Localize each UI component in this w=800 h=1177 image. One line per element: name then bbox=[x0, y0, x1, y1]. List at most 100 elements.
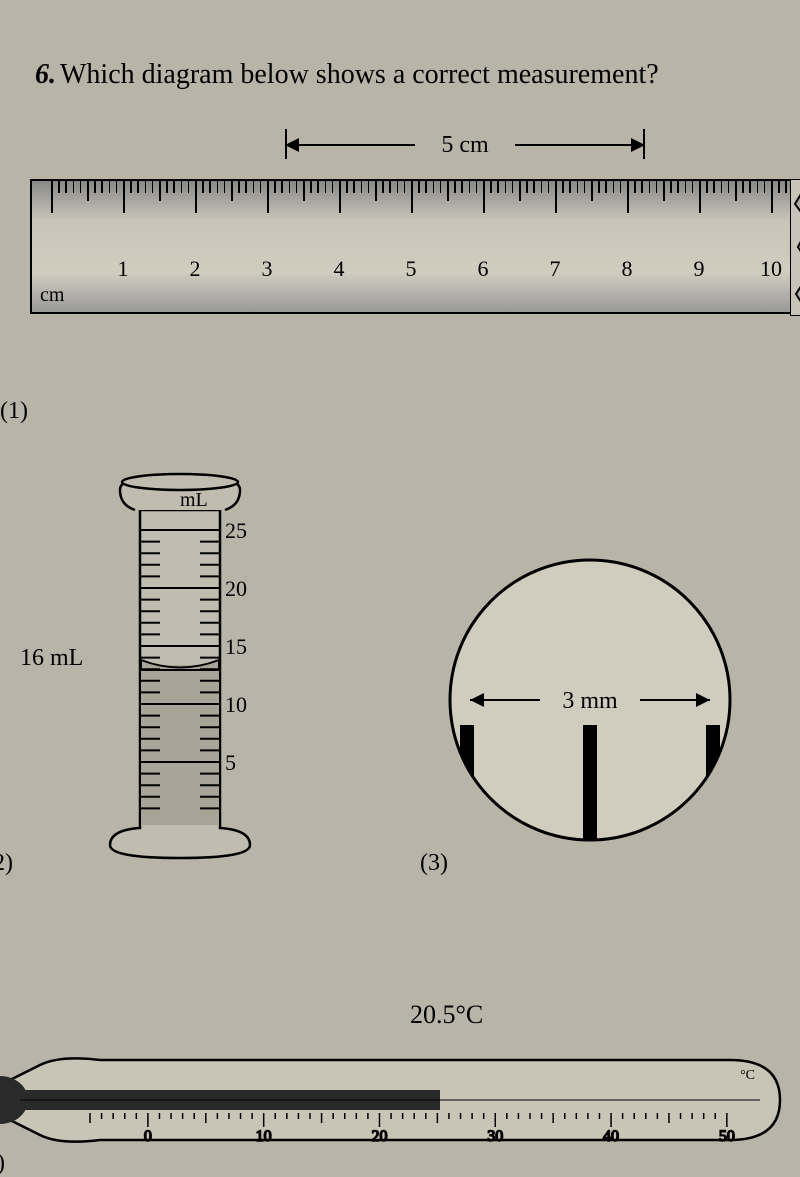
ruler-tick bbox=[778, 181, 780, 193]
ruler-tick bbox=[332, 181, 334, 193]
question-number: 6. bbox=[35, 59, 56, 90]
ruler-tick bbox=[94, 181, 96, 193]
ruler-tick bbox=[109, 181, 111, 193]
ruler-dimension-indicator: 5 cm bbox=[285, 124, 645, 164]
ruler-tick bbox=[505, 181, 507, 193]
ruler-number: 3 bbox=[262, 256, 273, 282]
ruler-tick bbox=[245, 181, 247, 193]
magnifier-label: 3 mm bbox=[562, 688, 618, 714]
ruler-tick bbox=[418, 181, 420, 193]
ruler-tick bbox=[231, 181, 233, 201]
ruler-tick bbox=[771, 181, 773, 213]
ruler-tick bbox=[757, 181, 759, 193]
ruler-number: 10 bbox=[760, 256, 782, 282]
dimension-line-right bbox=[515, 144, 645, 146]
ruler-number: 1 bbox=[118, 256, 129, 282]
svg-text:20: 20 bbox=[371, 1128, 387, 1145]
ruler-tick bbox=[785, 181, 787, 193]
thermometer-reading-label: 20.5°C bbox=[410, 1000, 483, 1030]
ruler-tick bbox=[173, 181, 175, 193]
ruler-tick bbox=[65, 181, 67, 193]
ruler-tick bbox=[260, 181, 262, 193]
ruler-tick bbox=[519, 181, 521, 201]
ruler-tick bbox=[699, 181, 701, 213]
cylinder-scale-number: 10 bbox=[225, 692, 247, 718]
ruler-tick bbox=[641, 181, 643, 193]
ruler-body: 12345678910 cm bbox=[30, 179, 800, 314]
cylinder-reading-label: 16 mL bbox=[20, 645, 83, 672]
question-text: Which diagram below shows a correct meas… bbox=[60, 59, 659, 90]
ruler-tick bbox=[454, 181, 456, 193]
ruler-tick bbox=[253, 181, 255, 193]
ruler-tick bbox=[209, 181, 211, 193]
magnifier-svg: 3 mm bbox=[420, 550, 760, 860]
worksheet-page: 6. Which diagram below shows a correct m… bbox=[0, 0, 800, 1173]
ruler-tick bbox=[274, 181, 276, 193]
ruler-tick bbox=[483, 181, 485, 213]
ruler-number: 7 bbox=[550, 256, 561, 282]
ruler-tick bbox=[389, 181, 391, 193]
ruler-tick bbox=[497, 181, 499, 193]
ruler-tick bbox=[73, 181, 75, 193]
ruler-torn-edge-icon bbox=[790, 179, 800, 316]
ruler-tick bbox=[152, 181, 154, 193]
ruler-tick bbox=[735, 181, 737, 201]
ruler-tick bbox=[224, 181, 226, 193]
option-3-label: (3) bbox=[420, 850, 448, 877]
ruler-tick bbox=[613, 181, 615, 193]
ruler-tick bbox=[670, 181, 672, 193]
ruler-tick bbox=[764, 181, 766, 193]
ruler-tick bbox=[397, 181, 399, 193]
cylinder-scale-number: 20 bbox=[225, 576, 247, 602]
ruler-tick bbox=[433, 181, 435, 193]
ruler-tick bbox=[296, 181, 298, 193]
ruler-tick bbox=[166, 181, 168, 193]
ruler-tick bbox=[123, 181, 125, 213]
ruler-tick bbox=[591, 181, 593, 201]
ruler-tick bbox=[382, 181, 384, 193]
svg-text:50: 50 bbox=[719, 1128, 735, 1145]
ruler-tick bbox=[656, 181, 658, 193]
ruler-tick bbox=[310, 181, 312, 193]
ruler-tick bbox=[361, 181, 363, 193]
dimension-tick-right bbox=[643, 129, 645, 159]
ruler-tick bbox=[303, 181, 305, 201]
ruler-unit-label: cm bbox=[40, 284, 64, 307]
ruler-tick bbox=[685, 181, 687, 193]
ruler-number: 8 bbox=[622, 256, 633, 282]
ruler-tick bbox=[159, 181, 161, 201]
ruler-tick bbox=[195, 181, 197, 213]
ruler-tick bbox=[368, 181, 370, 193]
ruler-number: 4 bbox=[334, 256, 345, 282]
ruler-tick bbox=[749, 181, 751, 193]
ruler-tick bbox=[512, 181, 514, 193]
ruler-tick bbox=[238, 181, 240, 193]
svg-text:°C: °C bbox=[740, 1068, 755, 1083]
ruler-tick bbox=[145, 181, 147, 193]
ruler-tick bbox=[713, 181, 715, 193]
magnifier-diagram: 3 mm bbox=[420, 550, 780, 870]
ruler-tick bbox=[87, 181, 89, 201]
svg-text:30: 30 bbox=[487, 1128, 503, 1145]
ruler-tick bbox=[281, 181, 283, 193]
ruler-tick bbox=[663, 181, 665, 201]
ruler-dimension-label: 5 cm bbox=[425, 132, 505, 159]
ruler-tick bbox=[584, 181, 586, 193]
ruler-tick bbox=[555, 181, 557, 213]
ruler-tick bbox=[728, 181, 730, 193]
ruler-tick bbox=[742, 181, 744, 193]
ruler-tick bbox=[375, 181, 377, 201]
ruler-tick bbox=[562, 181, 564, 193]
ruler-tick bbox=[548, 181, 550, 193]
ruler-number: 9 bbox=[694, 256, 705, 282]
ruler-tick bbox=[202, 181, 204, 193]
ruler-tick bbox=[634, 181, 636, 193]
thermometer-svg: 01020304050 °C bbox=[0, 1035, 800, 1165]
ruler-tick bbox=[353, 181, 355, 193]
ruler-tick bbox=[577, 181, 579, 193]
ruler-tick bbox=[440, 181, 442, 193]
ruler-ticks-container: 12345678910 bbox=[32, 181, 800, 312]
ruler-tick bbox=[490, 181, 492, 193]
ruler-tick bbox=[447, 181, 449, 201]
option-1-label: (1) bbox=[0, 398, 28, 425]
